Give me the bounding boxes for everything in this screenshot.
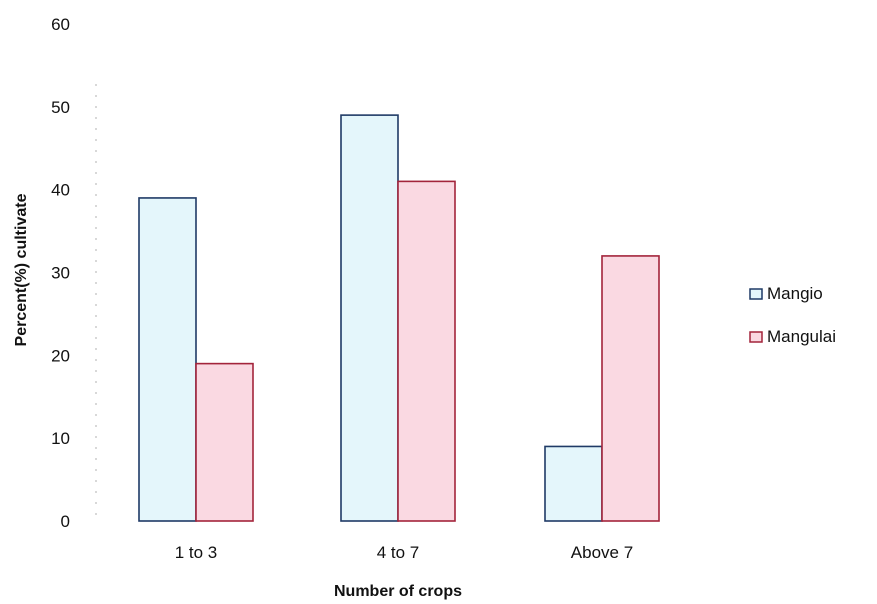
legend-swatch-mangulai — [749, 331, 763, 343]
y-axis-title: Percent(%) cultivate — [13, 193, 30, 346]
legend: Mangio Mangulai — [749, 284, 836, 346]
y-tick-label: 40 — [51, 181, 70, 200]
bar-mangio-1 — [138, 197, 197, 522]
y-tick-label: 20 — [51, 346, 70, 365]
y-tick-label: 50 — [51, 98, 70, 117]
x-axis-title: Number of crops — [334, 583, 462, 600]
y-tick-labels: 0 10 20 30 40 50 60 — [51, 15, 70, 531]
bar-mangulai-3 — [601, 255, 660, 522]
legend-swatch-mangio — [749, 288, 763, 300]
bar-mangulai-2 — [397, 180, 456, 522]
x-tick-label: Above 7 — [571, 543, 633, 562]
bar-mangulai-1 — [195, 362, 254, 522]
y-tick-label: 10 — [51, 429, 70, 448]
bars — [138, 114, 660, 522]
legend-label-mangulai: Mangulai — [767, 327, 836, 346]
x-tick-label: 1 to 3 — [175, 543, 218, 562]
bar-mangio-2 — [340, 114, 399, 522]
bar-mangio-3 — [544, 445, 603, 522]
legend-label-mangio: Mangio — [767, 284, 823, 303]
y-tick-label: 60 — [51, 15, 70, 34]
x-tick-labels: 1 to 3 4 to 7 Above 7 — [175, 543, 633, 562]
y-tick-label: 0 — [61, 512, 70, 531]
y-tick-label: 30 — [51, 264, 70, 283]
x-tick-label: 4 to 7 — [377, 543, 420, 562]
